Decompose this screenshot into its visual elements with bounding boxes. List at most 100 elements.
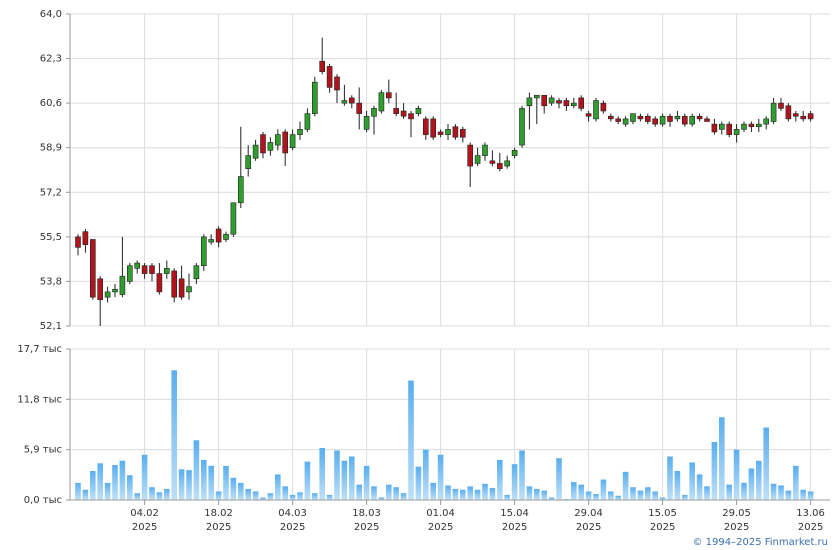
footer[interactable]: © 1994–2025 Finmarket.ru	[692, 537, 828, 548]
candle-body	[763, 118, 770, 125]
candle-body	[371, 108, 377, 117]
volume-bar	[534, 488, 540, 500]
volume-bar	[238, 482, 244, 500]
volume-bar	[763, 427, 769, 500]
y-tick-label: 53,8	[40, 276, 62, 287]
volume-bar	[519, 450, 525, 500]
volume-bar	[363, 465, 370, 500]
y-tick-label: 5,9 тыс	[24, 445, 62, 456]
candle-body	[378, 92, 385, 112]
candle-body	[141, 265, 148, 274]
volume-bar	[800, 489, 806, 500]
volume-bar	[578, 484, 584, 500]
candle-body	[304, 113, 311, 130]
candle-body	[267, 142, 274, 151]
volume-bar	[371, 486, 377, 500]
volume-bar	[585, 491, 592, 500]
volume-bar	[593, 494, 599, 500]
volume-bar	[312, 493, 318, 500]
candle-body	[600, 102, 607, 112]
candle-body	[104, 291, 111, 298]
volume-bar	[622, 471, 629, 500]
candle-body	[112, 288, 118, 293]
candle-body	[437, 131, 444, 135]
candle-body	[533, 94, 540, 99]
y-tick-label: 17,7 тыс	[17, 344, 62, 355]
volume-bar	[504, 494, 510, 500]
candle-body	[252, 144, 259, 159]
x-tick-label: 15.05	[648, 508, 677, 519]
candle-body	[430, 118, 437, 138]
volume-bar	[548, 497, 555, 500]
volume-bar	[807, 491, 814, 500]
candle-body	[770, 102, 777, 122]
candle-body	[541, 94, 548, 107]
candle-body	[445, 129, 451, 135]
x-tick-label: 18.02	[204, 508, 233, 519]
volume-bar	[393, 487, 399, 500]
volume-bar	[400, 493, 407, 500]
y-tick-label: 58,9	[40, 143, 62, 154]
candle-body	[208, 239, 214, 243]
x-tick-sublabel: 2025	[280, 522, 305, 533]
candle-body	[459, 129, 466, 138]
x-tick-label: 15.04	[500, 508, 529, 519]
volume-bar	[149, 487, 155, 500]
y-tick-label: 57,2	[40, 187, 62, 198]
candle-body	[696, 115, 703, 120]
volume-bar	[127, 475, 133, 500]
candle-body	[474, 155, 481, 164]
candle-body	[689, 115, 696, 125]
candle-body	[334, 76, 340, 91]
x-tick-label: 18.03	[352, 508, 381, 519]
candle-body	[156, 273, 163, 293]
volume-bar	[689, 462, 695, 500]
volume-bar	[467, 486, 473, 500]
candle-body	[800, 115, 807, 120]
volume-bar	[445, 485, 451, 500]
volume-bar	[349, 456, 355, 500]
candle-body	[356, 102, 363, 114]
x-tick-sublabel: 2025	[724, 522, 749, 533]
volume-bar	[645, 487, 651, 500]
candle-body	[186, 286, 192, 293]
candle-body	[519, 108, 525, 146]
candle-body	[792, 113, 799, 117]
candle-body	[422, 118, 429, 135]
y-tick-label: 60,6	[40, 98, 62, 109]
x-tick-label: 13.06	[796, 508, 825, 519]
candle-body	[171, 270, 177, 298]
x-tick-label: 04.03	[278, 508, 307, 519]
candle-body	[341, 100, 348, 104]
candle-body	[467, 144, 474, 167]
volume-bar	[682, 494, 688, 500]
volume-bar	[571, 482, 577, 500]
volume-bar	[608, 491, 614, 500]
volume-bar	[334, 450, 340, 500]
volume-bar	[696, 474, 703, 500]
volume-bar	[378, 497, 385, 500]
volume-bar	[711, 441, 718, 500]
candle-body	[593, 100, 599, 120]
candle-body	[681, 115, 688, 125]
candle-body	[393, 108, 400, 114]
candle-body	[215, 228, 222, 243]
candle-body	[578, 97, 585, 109]
candle-body	[748, 123, 755, 128]
candle-body	[563, 100, 570, 107]
candle-body	[489, 160, 496, 164]
volume-bar	[297, 492, 303, 500]
volume-bar	[756, 460, 762, 500]
candle-body	[408, 113, 414, 120]
volume-bar	[75, 482, 81, 500]
volume-bar	[556, 458, 562, 500]
candle-body	[127, 265, 133, 282]
candle-body	[452, 126, 459, 138]
candle-body	[511, 150, 518, 156]
volume-bar	[541, 490, 547, 500]
candle-body	[726, 123, 733, 135]
candle-body	[607, 115, 614, 120]
candle-body	[637, 115, 644, 120]
volume-bar	[171, 370, 177, 500]
volume-bar	[474, 489, 481, 500]
